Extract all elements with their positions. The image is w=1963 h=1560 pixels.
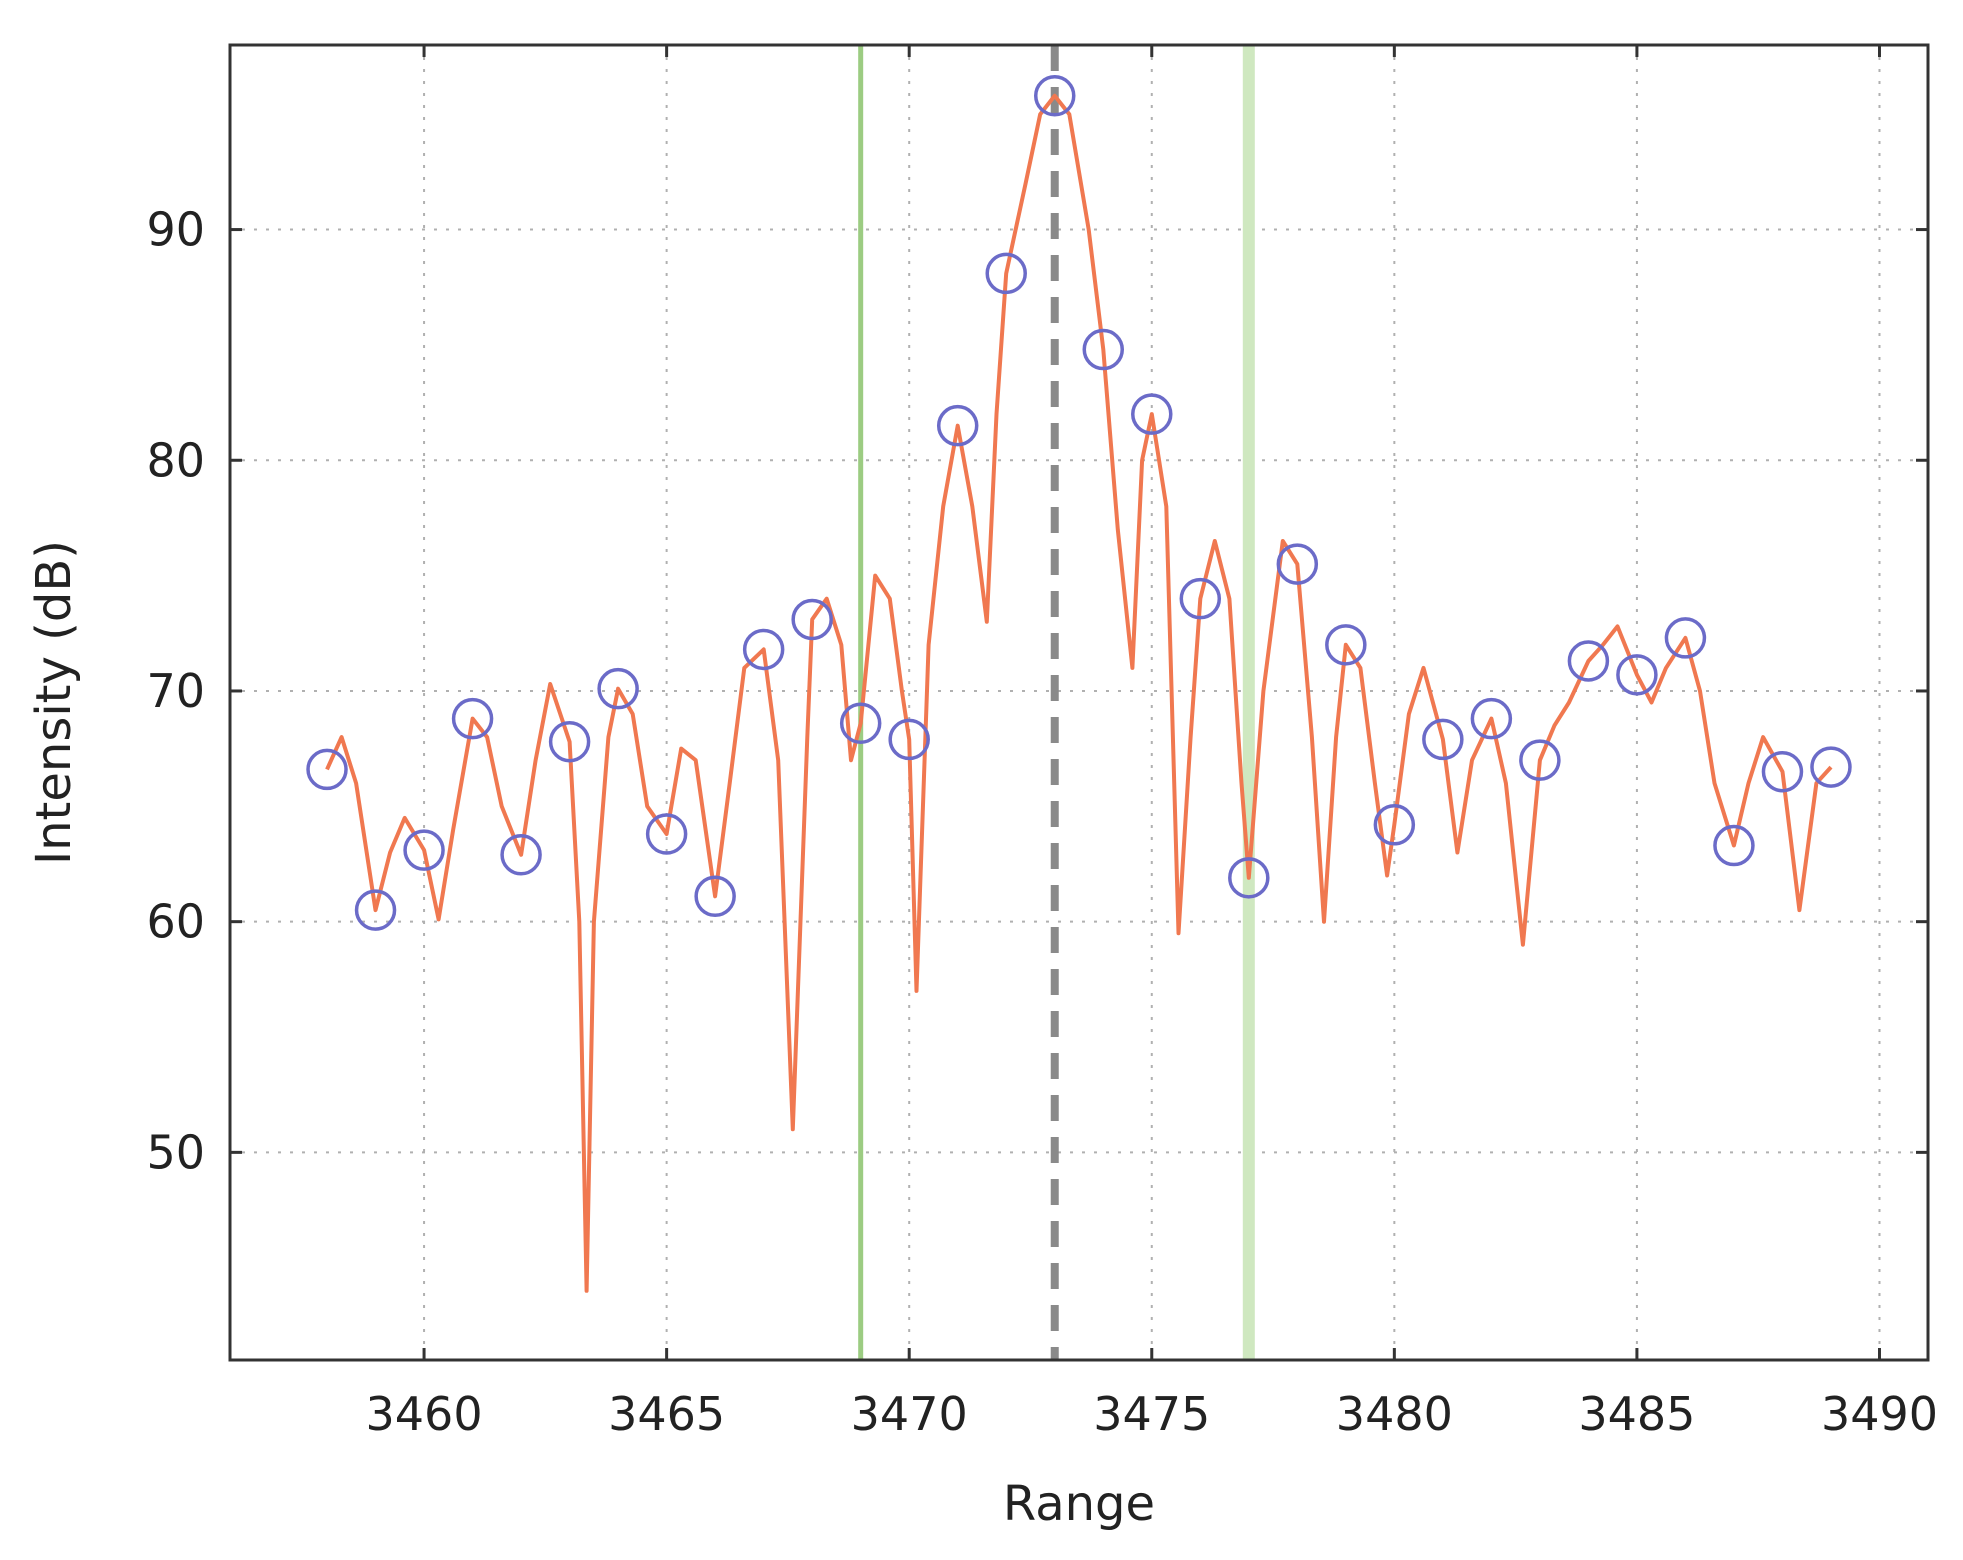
sample-marker	[1519, 739, 1561, 781]
sample-marker	[791, 598, 833, 641]
sample-marker	[1131, 393, 1173, 435]
sample-marker	[1373, 804, 1416, 846]
sample-marker	[645, 813, 688, 855]
y-axis-label: Intensity (dB)	[26, 540, 82, 865]
sample-marker	[1664, 617, 1707, 659]
y-tick-label: 50	[146, 1125, 205, 1179]
x-tick-label: 3470	[851, 1387, 968, 1441]
sample-marker	[451, 697, 494, 740]
sample-marker	[1033, 75, 1076, 117]
sample-marker	[1761, 750, 1804, 793]
sample-marker	[839, 702, 882, 745]
sample-marker	[354, 889, 397, 931]
sample-marker	[403, 829, 445, 871]
sample-marker	[1470, 697, 1513, 740]
x-tick-label: 3480	[1336, 1387, 1453, 1441]
y-tick-label: 90	[146, 203, 205, 257]
sample-marker	[1810, 746, 1852, 788]
sample-marker	[694, 875, 736, 918]
sample-marker	[548, 720, 591, 763]
sample-marker	[1422, 718, 1464, 761]
sample-marker	[306, 748, 348, 791]
vertical-reference-lines	[858, 45, 1255, 1360]
sample-marker	[500, 834, 542, 876]
sample-marker	[1713, 824, 1755, 867]
data-series	[306, 75, 1852, 1293]
x-tick-label: 3465	[608, 1387, 725, 1441]
axis-ticks: 3460 3465 3470 3475 3480 3485 3490 50 60 70 80 90	[146, 45, 1938, 1441]
sample-marker	[1276, 543, 1319, 585]
x-tick-label: 3490	[1821, 1387, 1938, 1441]
sample-marker	[1228, 857, 1270, 899]
sample-marker	[936, 404, 979, 447]
sample-marker	[888, 718, 930, 761]
sample-marker	[597, 667, 639, 710]
y-tick-label: 60	[146, 895, 205, 949]
plot-frame	[228, 43, 1930, 1362]
sample-marker	[1616, 654, 1658, 696]
x-tick-label: 3485	[1578, 1387, 1695, 1441]
sample-marker	[742, 628, 785, 671]
sample-marker	[1082, 328, 1125, 371]
x-axis-label: Range	[1003, 1476, 1155, 1532]
sample-marker	[985, 252, 1027, 295]
x-tick-label: 3475	[1093, 1387, 1210, 1441]
y-tick-label: 70	[146, 664, 205, 718]
sample-marker	[1179, 577, 1222, 620]
sample-marker	[1567, 640, 1610, 682]
y-tick-label: 80	[146, 433, 205, 487]
x-tick-label: 3460	[366, 1387, 483, 1441]
sample-marker	[1325, 624, 1367, 666]
